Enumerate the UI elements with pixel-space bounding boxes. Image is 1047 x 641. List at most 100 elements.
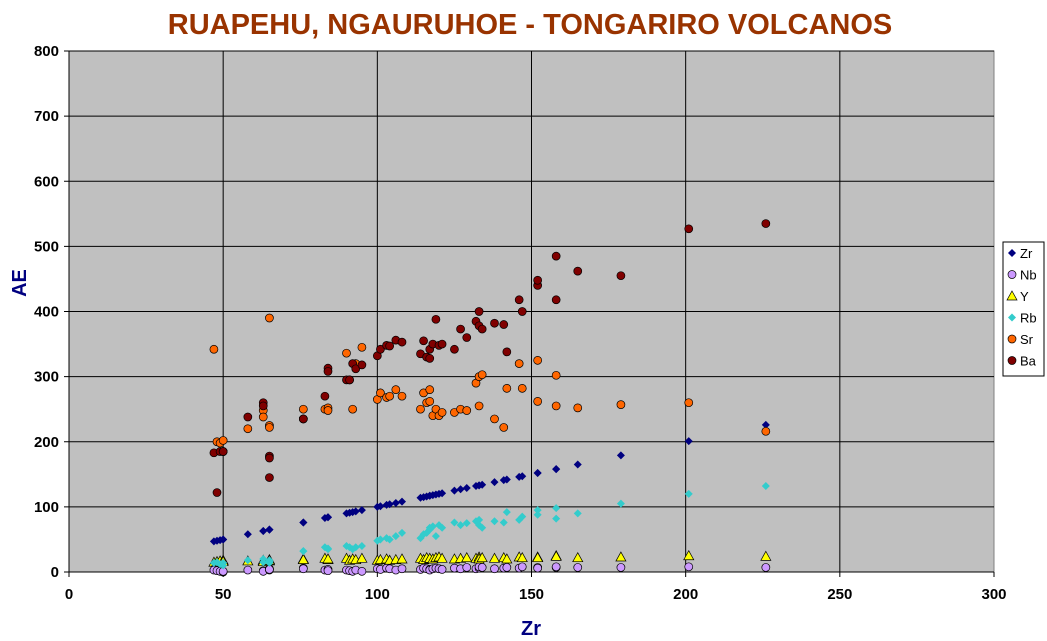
point-sr [376, 388, 385, 398]
point-sr [209, 344, 219, 354]
point-sr [616, 400, 626, 409]
point-ba [357, 360, 367, 370]
point-sr [243, 424, 253, 434]
point-zr [385, 500, 394, 509]
point-ba [431, 314, 441, 324]
point-sr [425, 385, 435, 394]
point-zr [299, 518, 308, 527]
point-zr [518, 472, 527, 481]
point-nb [761, 563, 771, 572]
point-y [297, 553, 309, 564]
point-y [356, 552, 368, 563]
y-tick-label: 100 [34, 499, 59, 516]
point-zr [502, 475, 511, 484]
point-rb [398, 528, 406, 537]
point-y [532, 551, 544, 563]
point-y [615, 551, 627, 562]
point-nb [517, 562, 527, 572]
point-sr [533, 397, 543, 406]
x-tick-label: 300 [981, 586, 1006, 603]
point-zr [573, 460, 582, 469]
point-sr [385, 391, 395, 401]
point-rb [324, 544, 332, 553]
point-zr [456, 485, 465, 494]
point-nb [323, 566, 333, 576]
point-rb [219, 558, 228, 567]
chart-title: RUAPEHU, NGAURUHOE - TONGARIRO VOLCANOS [168, 9, 893, 41]
point-ba [456, 324, 465, 334]
point-nb [397, 564, 407, 574]
point-ba [514, 295, 524, 305]
point-y [516, 551, 528, 563]
point-y [436, 552, 448, 563]
point-zr [398, 497, 406, 506]
legend-marker-ba [1007, 356, 1017, 365]
point-y [322, 553, 334, 564]
point-ba [551, 295, 561, 305]
point-sr [517, 383, 527, 393]
point-nb [533, 563, 543, 573]
point-rb [450, 518, 459, 527]
point-sr [391, 385, 401, 394]
point-sr [298, 404, 308, 414]
point-rb [616, 499, 625, 508]
series-rb [209, 482, 770, 570]
point-ba [450, 344, 459, 354]
point-rb [552, 504, 561, 513]
point-nb [684, 562, 694, 572]
point-sr [477, 370, 487, 380]
series-zr [209, 420, 770, 546]
point-ba [462, 333, 472, 342]
legend-box [1002, 241, 1045, 377]
point-ba [573, 266, 583, 276]
point-y [476, 551, 488, 563]
legend-marker-nb [1007, 270, 1017, 279]
point-ba [376, 344, 385, 354]
point-y [760, 550, 772, 561]
point-ba [517, 307, 527, 316]
series-nb [209, 562, 771, 577]
legend-marker-zr [1008, 249, 1016, 257]
point-nb [462, 563, 472, 572]
x-axis-title: Zr [521, 618, 541, 640]
point-zr [219, 535, 228, 544]
y-tick-label: 800 [34, 43, 59, 60]
point-sr [348, 404, 358, 414]
point-sr [258, 412, 268, 422]
point-y [501, 553, 513, 564]
point-ba [419, 336, 428, 346]
y-tick-label: 300 [34, 369, 59, 386]
y-axis-title: AE [9, 269, 31, 297]
point-zr [265, 525, 274, 534]
point-ba [218, 447, 228, 456]
legend-marker-sr [1007, 334, 1017, 344]
point-nb [243, 565, 253, 575]
point-zr [391, 498, 400, 507]
point-sr [265, 423, 274, 432]
point-sr [573, 403, 583, 413]
point-ba [499, 320, 509, 329]
x-tick-label: 50 [215, 586, 232, 603]
point-nb [573, 563, 583, 572]
point-zr [351, 507, 360, 516]
axes: 0 100 200 300 400 500 600 700 800 0 50 100 150 200 250… [34, 43, 1007, 603]
point-zr [243, 530, 252, 539]
point-ba [345, 375, 354, 385]
y-tick-label: 600 [34, 173, 59, 190]
point-sr [533, 355, 543, 365]
point-sr [397, 391, 407, 401]
data-points [208, 219, 772, 577]
point-rb [490, 517, 499, 526]
point-ba [212, 488, 222, 497]
point-nb [551, 562, 561, 572]
point-rb [265, 557, 274, 566]
point-ba [477, 324, 487, 334]
point-y [683, 549, 695, 561]
point-rb [243, 556, 252, 565]
point-rb [428, 522, 437, 531]
point-sr [437, 408, 447, 417]
point-zr [616, 451, 625, 460]
point-rb [351, 543, 360, 552]
point-ba [551, 251, 561, 261]
legend: Zr Nb Y Rb Sr Ba [1002, 241, 1045, 377]
